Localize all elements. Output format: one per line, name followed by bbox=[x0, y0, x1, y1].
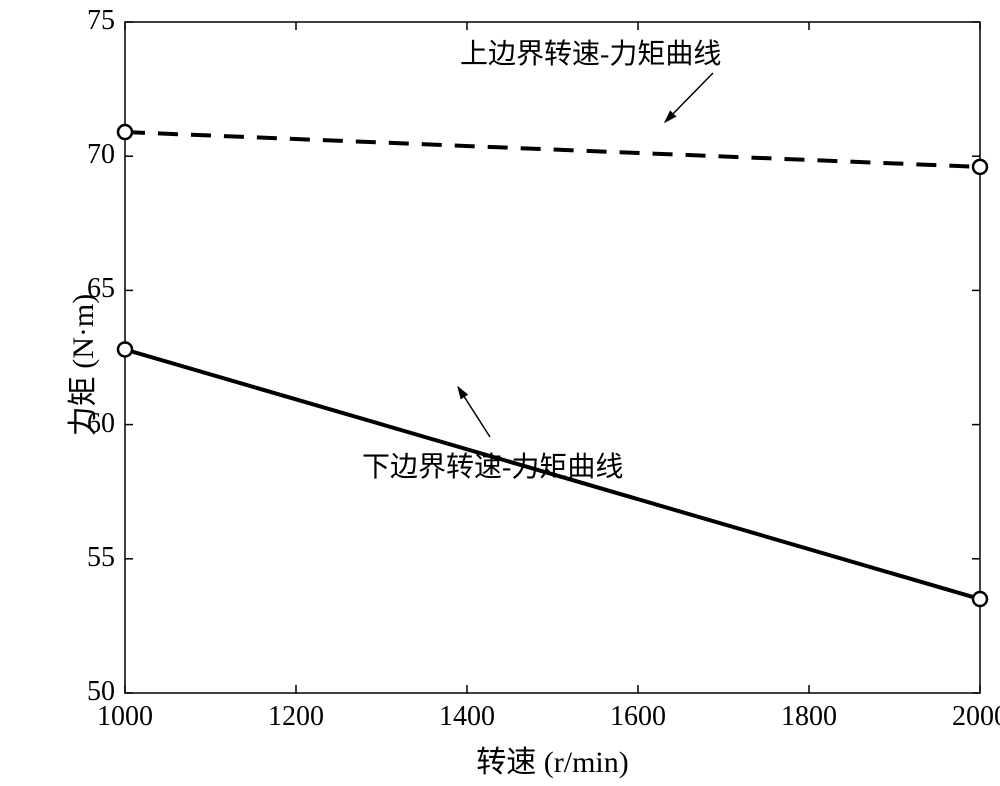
series-marker-upper bbox=[973, 160, 987, 174]
y-tick-label: 70 bbox=[65, 139, 115, 171]
series-marker-lower bbox=[973, 592, 987, 606]
series-marker-upper bbox=[118, 125, 132, 139]
chart-container: 100012001400160018002000505560657075转速 (… bbox=[0, 0, 1000, 786]
chart-svg bbox=[0, 0, 1000, 786]
x-tick-label: 1400 bbox=[427, 701, 507, 733]
plot-border bbox=[125, 22, 980, 693]
x-tick-label: 1800 bbox=[769, 701, 849, 733]
x-tick-label: 1600 bbox=[598, 701, 678, 733]
annotation-0: 上边界转速-力矩曲线 bbox=[460, 32, 721, 72]
annotation-arrow-0 bbox=[665, 73, 713, 122]
y-tick-label: 55 bbox=[65, 542, 115, 574]
series-marker-lower bbox=[118, 342, 132, 356]
y-tick-label: 50 bbox=[65, 676, 115, 708]
y-axis-label: 力矩 (N·m) bbox=[58, 285, 102, 445]
x-tick-label: 2000 bbox=[940, 701, 1000, 733]
y-tick-label: 75 bbox=[65, 5, 115, 37]
annotation-1: 下边界转速-力矩曲线 bbox=[362, 445, 623, 485]
series-line-upper bbox=[125, 132, 980, 167]
x-axis-label: 转速 (r/min) bbox=[453, 737, 653, 781]
annotation-arrow-1 bbox=[458, 387, 490, 437]
x-tick-label: 1200 bbox=[256, 701, 336, 733]
